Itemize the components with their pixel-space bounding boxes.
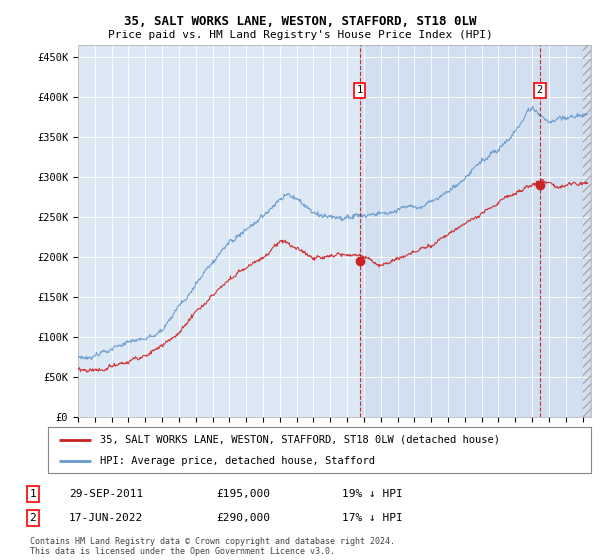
- Text: 35, SALT WORKS LANE, WESTON, STAFFORD, ST18 0LW (detached house): 35, SALT WORKS LANE, WESTON, STAFFORD, S…: [100, 435, 500, 445]
- Text: 17-JUN-2022: 17-JUN-2022: [69, 513, 143, 523]
- Text: 35, SALT WORKS LANE, WESTON, STAFFORD, ST18 0LW: 35, SALT WORKS LANE, WESTON, STAFFORD, S…: [124, 15, 476, 28]
- Text: Price paid vs. HM Land Registry's House Price Index (HPI): Price paid vs. HM Land Registry's House …: [107, 30, 493, 40]
- Bar: [360, 45, 591, 417]
- Text: 2: 2: [537, 86, 543, 95]
- Text: 29-SEP-2011: 29-SEP-2011: [69, 489, 143, 499]
- Text: Contains HM Land Registry data © Crown copyright and database right 2024.: Contains HM Land Registry data © Crown c…: [30, 537, 395, 546]
- Text: 17% ↓ HPI: 17% ↓ HPI: [342, 513, 403, 523]
- Text: HPI: Average price, detached house, Stafford: HPI: Average price, detached house, Staf…: [100, 456, 374, 466]
- Text: 1: 1: [356, 86, 363, 95]
- Text: 19% ↓ HPI: 19% ↓ HPI: [342, 489, 403, 499]
- Text: This data is licensed under the Open Government Licence v3.0.: This data is licensed under the Open Gov…: [30, 547, 335, 556]
- Text: £195,000: £195,000: [216, 489, 270, 499]
- Text: 2: 2: [29, 513, 37, 523]
- Text: 1: 1: [29, 489, 37, 499]
- Text: £290,000: £290,000: [216, 513, 270, 523]
